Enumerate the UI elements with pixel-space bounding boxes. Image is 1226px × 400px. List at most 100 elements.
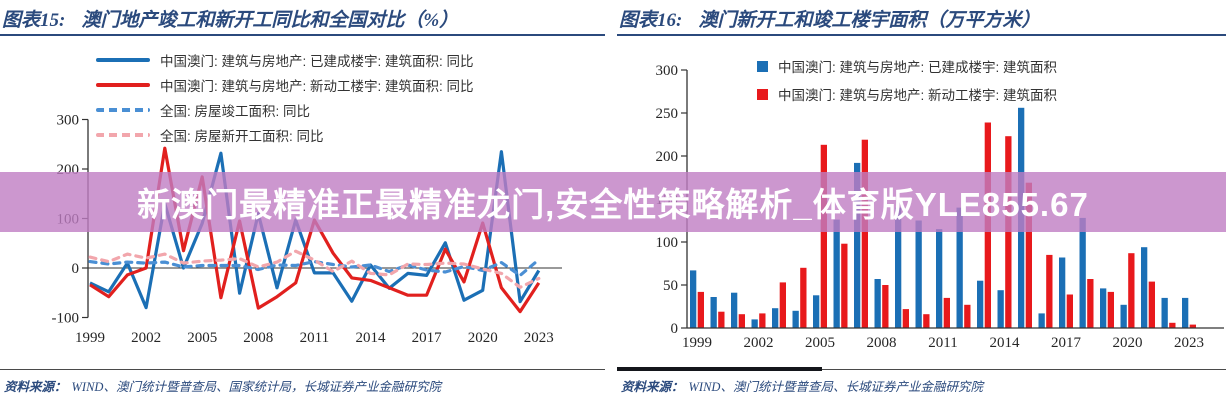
- bar-2021-s1: [1148, 281, 1155, 328]
- legend-item: 中国澳门: 建筑与房地产: 新动工楼宇: 建筑面积: [757, 84, 1057, 104]
- square-sample-red: [757, 88, 768, 100]
- svg-text:2020: 2020: [468, 330, 498, 346]
- bar-2005-s0: [813, 295, 820, 328]
- figure-15-source: 资料来源： WIND、澳门统计暨普查局、国家统计局，长城证券产业金融研究院: [0, 369, 605, 395]
- bar-2006-s1: [841, 243, 848, 328]
- bar-2008-s1: [882, 285, 889, 328]
- legend-item: 全国: 房屋竣工面积: 同比: [96, 100, 474, 120]
- line-sample-solid-red: [96, 83, 150, 87]
- source-label: 资料来源：: [621, 380, 684, 394]
- svg-text:2005: 2005: [805, 335, 835, 351]
- bar-2017-s1: [1066, 294, 1073, 328]
- legend-item: 中国澳门: 建筑与房地产: 已建成楼宇: 建筑面积: 同比: [96, 50, 474, 70]
- svg-text:2008: 2008: [243, 330, 273, 346]
- legend-item: 中国澳门: 建筑与房地产: 新动工楼宇: 建筑面积: 同比: [96, 75, 474, 95]
- svg-text:300: 300: [57, 113, 80, 129]
- legend-label: 全国: 房屋竣工面积: 同比: [160, 104, 311, 119]
- bar-2014-s1: [1005, 136, 1012, 328]
- figure-16-title: 图表16: 澳门新开工和竣工楼宇面积（万平方米）: [617, 0, 1226, 36]
- svg-text:50: 50: [663, 278, 678, 294]
- bar-2010-s0: [915, 220, 922, 328]
- legend-item: 中国澳门: 建筑与房地产: 已建成楼宇: 建筑面积: [757, 56, 1057, 76]
- legend-label: 全国: 房屋新开工面积: 同比: [160, 129, 324, 144]
- line-series-2: [88, 258, 541, 277]
- bar-2020-s0: [1120, 304, 1127, 328]
- bar-2008-s0: [874, 279, 881, 328]
- svg-text:2005: 2005: [187, 330, 217, 346]
- bar-2022-s0: [1161, 297, 1168, 328]
- bar-1999-s0: [690, 270, 697, 328]
- x-axis-labels: 1999 2002 2005 2008 2011 2014 2017 2020 2023: [682, 335, 1204, 351]
- bar-2016-s1: [1046, 254, 1053, 328]
- bar-2001-s1: [738, 314, 745, 328]
- svg-text:100: 100: [656, 235, 679, 251]
- figure-16-title-text: 澳门新开工和竣工楼宇面积（万平方米）: [698, 10, 1041, 31]
- legend-label: 中国澳门: 建筑与房地产: 已建成楼宇: 建筑面积: [778, 60, 1058, 75]
- svg-text:200: 200: [656, 149, 679, 165]
- bar-2006-s0: [833, 219, 840, 328]
- bar-2017-s0: [1059, 257, 1066, 328]
- svg-text:2011: 2011: [300, 330, 329, 346]
- legend-item: 全国: 房屋新开工面积: 同比: [96, 125, 474, 145]
- svg-text:250: 250: [656, 106, 679, 122]
- bar-2012-s1: [964, 304, 971, 328]
- bar-2022-s1: [1169, 322, 1176, 328]
- figure-15-title-text: 澳门地产竣工和新开工同比和全国对比（%）: [81, 10, 459, 31]
- bar-2018-s1: [1087, 279, 1094, 328]
- svg-text:2020: 2020: [1113, 335, 1143, 351]
- bar-2023-s0: [1182, 297, 1189, 328]
- svg-text:2008: 2008: [867, 335, 897, 351]
- bar-2014-s0: [997, 290, 1004, 328]
- bar-2013-s0: [977, 280, 984, 328]
- line-series-3: [88, 249, 541, 289]
- svg-text:-100: -100: [52, 311, 80, 327]
- svg-text:300: 300: [656, 63, 679, 79]
- bar-2003-s1: [779, 282, 786, 328]
- bar-2003-s0: [772, 308, 779, 328]
- bar-2002-s1: [759, 313, 766, 328]
- line-sample-dashed-pink: [96, 133, 150, 137]
- bar-2000-s1: [718, 311, 725, 328]
- figure-16-legend: 中国澳门: 建筑与房地产: 已建成楼宇: 建筑面积 中国澳门: 建筑与房地产: …: [757, 56, 1057, 104]
- svg-text:2017: 2017: [412, 330, 443, 346]
- figure-15-label: 图表15:: [2, 10, 66, 31]
- line-sample-dashed-blue: [96, 108, 150, 112]
- bar-2001-s0: [731, 292, 738, 328]
- bar-2018-s0: [1079, 217, 1086, 328]
- svg-text:1999: 1999: [682, 335, 712, 351]
- promo-banner-text: 新澳门最精准正最精准龙门,安全性策略解析_体育版YLE855.67: [137, 186, 1089, 223]
- svg-text:2023: 2023: [1174, 335, 1204, 351]
- svg-text:2014: 2014: [356, 330, 387, 346]
- svg-text:0: 0: [671, 321, 679, 337]
- source-label: 资料来源：: [4, 380, 67, 394]
- svg-text:2002: 2002: [744, 335, 774, 351]
- square-sample-blue: [757, 60, 768, 72]
- bar-2011-s1: [943, 297, 950, 328]
- bar-2007-s1: [861, 139, 868, 328]
- bar-2002-s0: [751, 319, 758, 328]
- bar-2011-s0: [936, 229, 943, 328]
- legend-label: 中国澳门: 建筑与房地产: 已建成楼宇: 建筑面积: 同比: [160, 54, 474, 69]
- bar-1999-s1: [697, 291, 704, 328]
- figure-15-legend: 中国澳门: 建筑与房地产: 已建成楼宇: 建筑面积: 同比 中国澳门: 建筑与房…: [96, 50, 474, 145]
- figure-15-title: 图表15: 澳门地产竣工和新开工同比和全国对比（%）: [0, 0, 605, 36]
- source-text: WIND、澳门统计暨普查局、长城证券产业金融研究院: [688, 380, 983, 394]
- bar-2010-s1: [923, 314, 930, 328]
- bar-2004-s0: [792, 310, 799, 328]
- legend-label: 中国澳门: 建筑与房地产: 新动工楼宇: 建筑面积: [778, 88, 1058, 103]
- svg-text:2011: 2011: [928, 335, 957, 351]
- legend-label: 中国澳门: 建筑与房地产: 新动工楼宇: 建筑面积: 同比: [160, 79, 474, 94]
- figure-16-label: 图表16:: [619, 10, 683, 31]
- promo-banner-overlay: 新澳门最精准正最精准龙门,安全性策略解析_体育版YLE855.67: [0, 172, 1226, 232]
- svg-text:2017: 2017: [1051, 335, 1082, 351]
- thick-divider-rule: [617, 367, 822, 371]
- svg-text:1999: 1999: [75, 330, 105, 346]
- line-sample-solid-blue: [96, 58, 150, 62]
- bar-2021-s0: [1141, 247, 1148, 328]
- svg-text:2014: 2014: [990, 335, 1021, 351]
- svg-text:2002: 2002: [131, 330, 161, 346]
- source-text: WIND、澳门统计暨普查局、国家统计局，长城证券产业金融研究院: [71, 380, 441, 394]
- bar-2004-s1: [800, 267, 807, 328]
- bar-2009-s1: [902, 309, 909, 328]
